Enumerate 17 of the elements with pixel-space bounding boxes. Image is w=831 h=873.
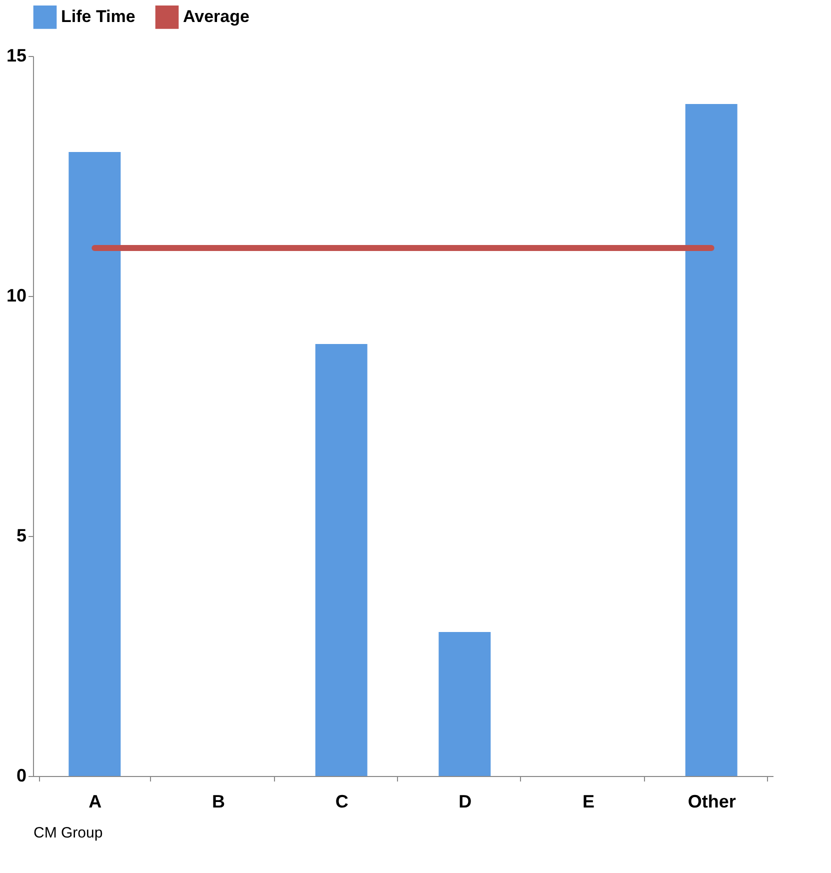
bar <box>68 152 121 776</box>
y-tick-label: 5 <box>16 526 26 546</box>
bar <box>685 104 738 776</box>
bar <box>438 632 491 776</box>
x-tick-label: A <box>88 792 102 812</box>
x-axis-title: CM Group <box>34 824 103 842</box>
legend-label: Average <box>183 7 250 26</box>
legend-label: Life Time <box>61 7 136 26</box>
y-tick-label: 0 <box>16 766 26 786</box>
x-tick-label: C <box>335 792 348 812</box>
x-tick-label: D <box>458 792 472 812</box>
y-tick-label: 10 <box>6 286 26 306</box>
bar <box>315 344 368 776</box>
x-tick-label: Other <box>688 792 736 812</box>
x-tick-label: E <box>582 792 595 812</box>
y-tick-label: 15 <box>6 46 26 66</box>
x-tick-label: B <box>212 792 225 812</box>
